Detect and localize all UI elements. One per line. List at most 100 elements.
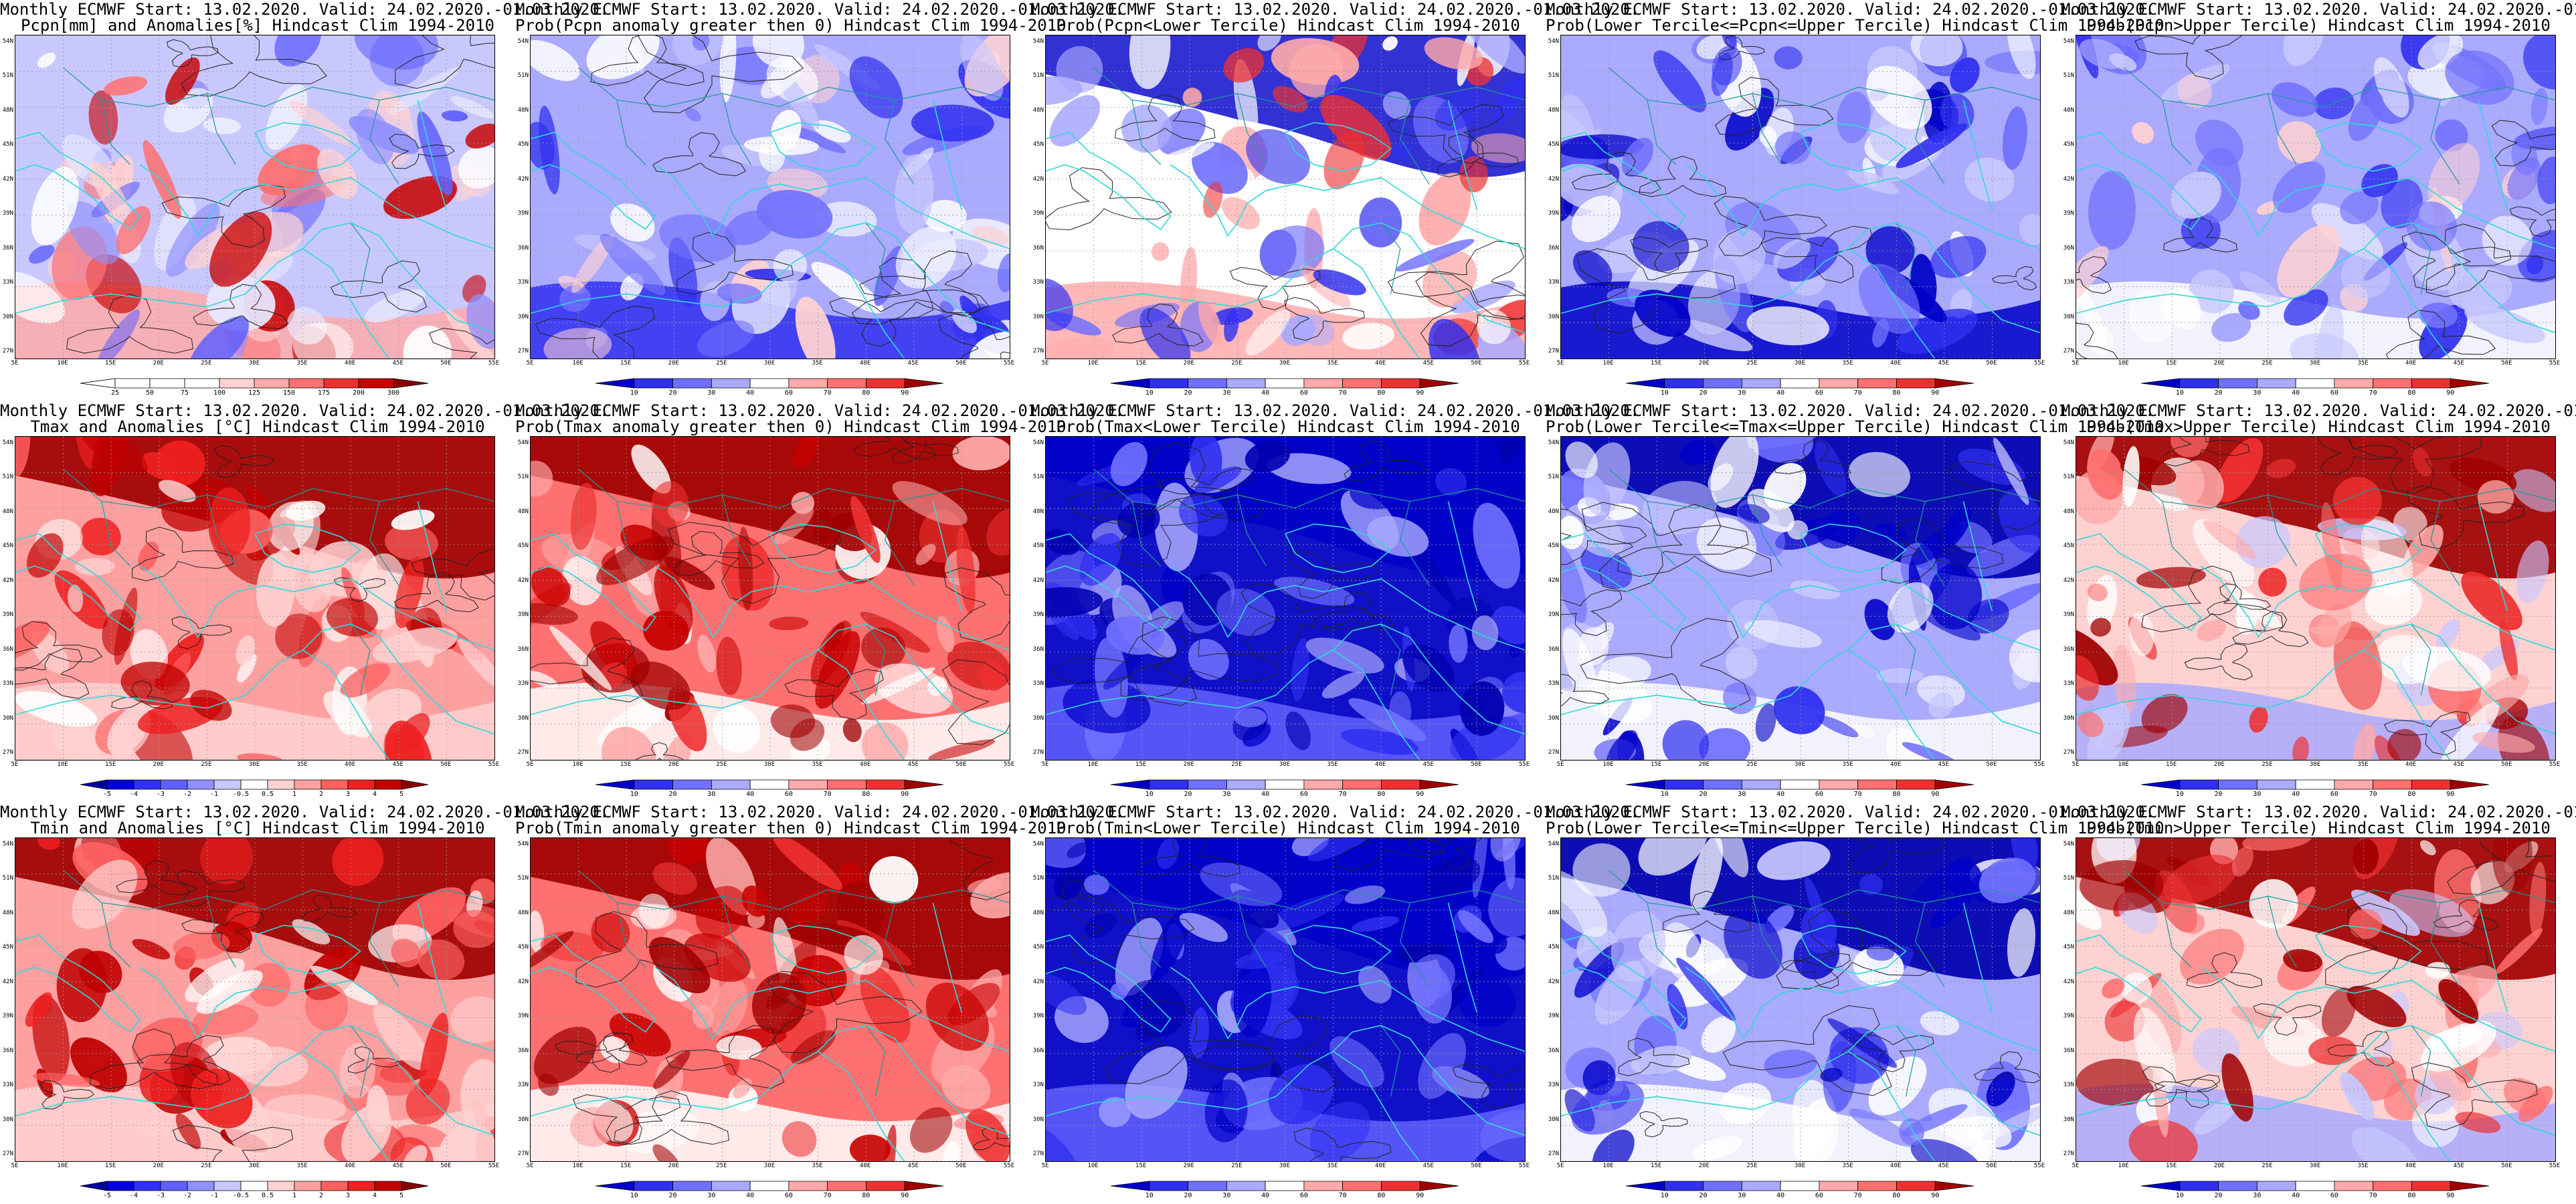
colorbar-swatch bbox=[2450, 1181, 2490, 1191]
lat-tick-label: 48N bbox=[1032, 508, 1044, 515]
lat-tick-label: 48N bbox=[517, 909, 529, 916]
colorbar-swatch bbox=[2334, 1181, 2374, 1191]
colorbar-label: 60 bbox=[784, 389, 793, 397]
colorbar-label: 50 bbox=[145, 389, 155, 397]
colorbar-swatch bbox=[106, 1181, 134, 1191]
lon-tick-label: 25E bbox=[1746, 1163, 1758, 1169]
colorbar-label: -1 bbox=[209, 1192, 219, 1199]
lon-tick-label: 35E bbox=[812, 360, 823, 367]
lon-tick-label: 20E bbox=[1698, 1163, 1710, 1169]
lon-tick-label: 5E bbox=[11, 761, 19, 768]
lon-tick-label: 20E bbox=[1698, 360, 1710, 367]
map-field bbox=[2076, 838, 2555, 1161]
colorbar-swatch bbox=[2295, 378, 2335, 389]
lat-tick-label: 54N bbox=[2, 841, 13, 847]
lon-tick-label: 15E bbox=[2166, 1163, 2177, 1169]
colorbar-swatch bbox=[2218, 779, 2258, 790]
map-area bbox=[15, 436, 495, 761]
colorbar-swatch bbox=[1342, 779, 1382, 790]
colorbar-swatch bbox=[374, 779, 402, 790]
lon-tick-label: 55E bbox=[488, 761, 500, 768]
colorbar-swatch bbox=[2295, 779, 2335, 790]
colorbar-label: 60 bbox=[2330, 791, 2338, 798]
colorbar-label: 60 bbox=[1299, 791, 1308, 798]
map-area bbox=[1045, 35, 1526, 359]
lon-tick-label: 15E bbox=[1135, 761, 1147, 768]
lat-tick-label: 51N bbox=[1032, 72, 1044, 80]
lat-tick-label: 51N bbox=[2, 72, 13, 80]
lon-tick-label: 15E bbox=[620, 360, 632, 367]
colorbar-label: -0.5 bbox=[232, 791, 250, 798]
panel-title-line1: Monthly ECMWF Start: 13.02.2020. Valid: … bbox=[1030, 0, 1640, 19]
colorbar-label: 1 bbox=[292, 791, 297, 798]
lat-tick-label: 45N bbox=[1032, 141, 1044, 148]
colorbar-label: 300 bbox=[387, 389, 400, 397]
panel-title-line1: Monthly ECMWF Start: 13.02.2020. Valid: … bbox=[515, 401, 1125, 420]
lat-tick-label: 39N bbox=[517, 1013, 529, 1020]
colorbar-swatch bbox=[866, 779, 905, 790]
map-area bbox=[2076, 837, 2556, 1162]
colorbar-swatch bbox=[1625, 779, 1665, 790]
colorbar-labels: 10 20 30 40 60 70 80 90 bbox=[1626, 389, 1974, 397]
lat-tick-label: 39N bbox=[517, 611, 529, 619]
lon-tick-label: 35E bbox=[2357, 1163, 2369, 1169]
colorbar-label: 2 bbox=[318, 791, 324, 798]
lon-tick-label: 45E bbox=[1422, 1163, 1434, 1169]
map-panel: Monthly ECMWF Start: 13.02.2020. Valid: … bbox=[0, 401, 609, 803]
lat-tick-label: 30N bbox=[2063, 714, 2074, 722]
lon-tick-label: 55E bbox=[1003, 360, 1015, 367]
lat-tick-label: 51N bbox=[2063, 72, 2074, 80]
colorbar-swatch bbox=[827, 378, 866, 389]
lat-tick-label: 30N bbox=[1548, 313, 1559, 320]
colorbar-swatch bbox=[114, 378, 151, 389]
colorbar-labels: 25 50 75 100 125 150 175 200 300 bbox=[80, 389, 428, 397]
lon-tick-label: 20E bbox=[668, 1163, 679, 1169]
colorbar-swatch bbox=[1896, 779, 1936, 790]
colorbar-swatch bbox=[1265, 779, 1305, 790]
lon-tick-label: 45E bbox=[2453, 1163, 2464, 1169]
panel-title-line1: Monthly ECMWF Start: 13.02.2020. Valid: … bbox=[515, 0, 1125, 19]
colorbar-label: 20 bbox=[2214, 791, 2223, 798]
lon-tick-label: 55E bbox=[2033, 360, 2045, 367]
colorbar-label: 10 bbox=[630, 791, 638, 798]
colorbar-label: 10 bbox=[630, 1192, 638, 1199]
lon-tick-label: 5E bbox=[2072, 360, 2080, 367]
colorbar-label: 125 bbox=[248, 389, 261, 397]
colorbar-swatch bbox=[213, 779, 242, 790]
lon-tick-label: 50E bbox=[1471, 1163, 1482, 1169]
lat-tick-label: 45N bbox=[2, 542, 13, 550]
lon-tick-label: 45E bbox=[392, 360, 403, 367]
lat-tick-label: 36N bbox=[517, 645, 529, 653]
colorbar-label: 0.5 bbox=[261, 1192, 274, 1199]
lat-tick-label: 42N bbox=[517, 978, 529, 985]
lon-tick-label: 30E bbox=[248, 761, 260, 768]
lat-tick-label: 36N bbox=[1032, 1047, 1044, 1054]
lon-tick-label: 25E bbox=[1746, 761, 1758, 768]
lon-tick-label: 40E bbox=[1890, 761, 1902, 768]
colorbar-swatch bbox=[219, 378, 255, 389]
lon-tick-label: 25E bbox=[2262, 1163, 2273, 1169]
lon-tick-label: 10E bbox=[57, 1163, 68, 1169]
colorbar-label: -4 bbox=[129, 1192, 139, 1199]
colorbar-swatch bbox=[149, 378, 185, 389]
colorbar-swatch bbox=[2411, 1181, 2451, 1191]
colorbar-swatch bbox=[133, 1181, 161, 1191]
colorbar-label: 30 bbox=[1738, 389, 1746, 397]
colorbar bbox=[80, 378, 429, 389]
colorbar-label: 70 bbox=[1338, 389, 1347, 397]
lat-tick-label: 27N bbox=[2063, 348, 2074, 355]
colorbar-swatch bbox=[254, 378, 290, 389]
lon-tick-label: 20E bbox=[1183, 761, 1194, 768]
panel-title-line2: Prob(Tmin<Lower Tercile) Hindcast Clim 1… bbox=[1056, 819, 1520, 837]
lon-tick-label: 15E bbox=[1651, 360, 1662, 367]
lat-tick-label: 42N bbox=[2, 577, 13, 584]
colorbar-swatch bbox=[80, 1181, 108, 1191]
colorbar-swatch bbox=[294, 1181, 322, 1191]
colorbar-swatch bbox=[1896, 378, 1936, 389]
colorbar-swatch bbox=[904, 1181, 944, 1191]
lon-tick-label: 25E bbox=[201, 761, 212, 768]
colorbar-swatch bbox=[2411, 779, 2451, 790]
colorbar-swatch bbox=[1857, 378, 1897, 389]
lon-tick-label: 5E bbox=[11, 1163, 19, 1169]
colorbar-label: 30 bbox=[1222, 389, 1231, 397]
